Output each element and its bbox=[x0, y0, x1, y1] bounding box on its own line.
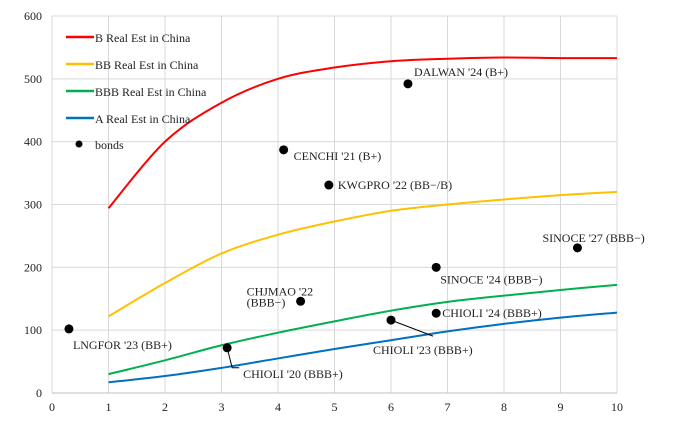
bond-point bbox=[431, 262, 441, 272]
y-tick-label: 0 bbox=[36, 386, 42, 400]
legend-label-0: B Real Est in China bbox=[95, 31, 191, 45]
y-tick-label: 300 bbox=[24, 198, 42, 212]
bond-label: SINOCE '24 (BBB−) bbox=[440, 272, 542, 286]
legend-label-3: A Real Est in China bbox=[95, 112, 191, 126]
bond-points: LNGFOR '23 (BB+) CHIOLI '20 (BBB+) CHJMAO … bbox=[64, 65, 645, 381]
series-lines bbox=[107, 56, 618, 384]
x-tick-label: 3 bbox=[219, 400, 225, 414]
y-tick-label: 600 bbox=[24, 9, 42, 23]
label-leader bbox=[390, 319, 434, 337]
x-tick-label: 4 bbox=[275, 400, 281, 414]
y-tick-label: 500 bbox=[24, 72, 42, 86]
x-tick-label: 8 bbox=[501, 400, 507, 414]
x-tick-label: 7 bbox=[445, 400, 451, 414]
x-tick-label: 6 bbox=[388, 400, 394, 414]
bond-label: CHIOLI '20 (BBB+) bbox=[243, 367, 343, 381]
bond-label: CHIOLI '24 (BBB+) bbox=[442, 306, 542, 320]
bond-point bbox=[64, 324, 74, 334]
legend-label-bonds: bonds bbox=[95, 138, 124, 152]
x-tick-label: 1 bbox=[106, 400, 112, 414]
legend-swatch-bonds bbox=[75, 140, 83, 148]
bond-label: KWGPRO '22 (BB−/B) bbox=[338, 178, 452, 192]
bond-point bbox=[403, 79, 413, 89]
x-tick-label: 5 bbox=[332, 400, 338, 414]
bond-point bbox=[431, 308, 441, 318]
label-leader bbox=[226, 347, 240, 369]
bond-point bbox=[572, 243, 582, 253]
bond-label: CHJMAO '22 bbox=[247, 284, 314, 298]
bond-label: CENCHI '21 (B+) bbox=[294, 149, 382, 163]
y-tick-label: 200 bbox=[24, 260, 42, 274]
bond-point bbox=[324, 180, 334, 190]
x-tick-label: 2 bbox=[162, 400, 168, 414]
legend: B Real Est in China BB Real Est in China B… bbox=[66, 31, 207, 152]
x-tick-label: 10 bbox=[611, 400, 623, 414]
legend-label-2: BBB Real Est in China bbox=[95, 85, 207, 99]
x-tick-label: 9 bbox=[558, 400, 564, 414]
bond-label: DALWAN '24 (B+) bbox=[414, 65, 508, 79]
series-line-1 bbox=[107, 190, 618, 318]
y-tick-label: 100 bbox=[24, 323, 42, 337]
x-tick-label: 0 bbox=[49, 400, 55, 414]
bond-point bbox=[296, 296, 306, 306]
bond-point bbox=[279, 145, 289, 155]
series-line-2 bbox=[108, 283, 618, 376]
bond-label: CHIOLI '23 (BBB+) bbox=[373, 343, 473, 357]
bond-label: SINOCE '27 (BBB−) bbox=[542, 231, 644, 245]
series-line-3 bbox=[108, 311, 618, 384]
legend-label-1: BB Real Est in China bbox=[95, 58, 199, 72]
bond-label-line2: (BBB−) bbox=[247, 295, 286, 309]
grid bbox=[51, 15, 618, 394]
series-line-0 bbox=[107, 56, 618, 209]
bond-label: LNGFOR '23 (BB+) bbox=[73, 338, 172, 352]
y-tick-label: 400 bbox=[24, 135, 42, 149]
